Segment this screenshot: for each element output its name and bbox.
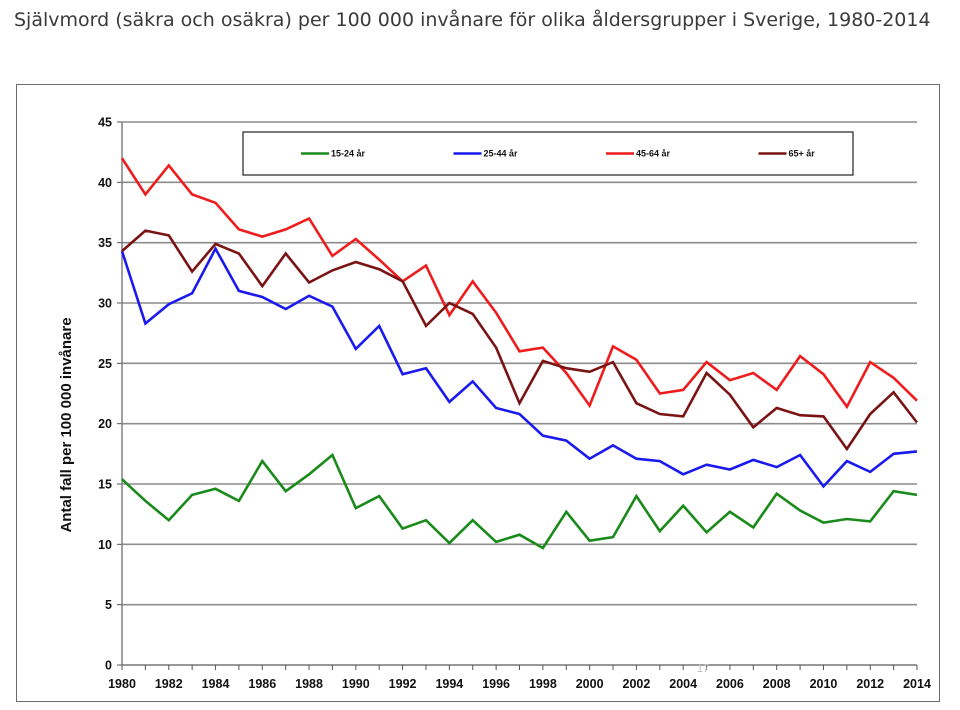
legend-label: 65+ år <box>789 149 816 159</box>
legend-label: 15-24 år <box>331 149 366 159</box>
x-tick-label: 1996 <box>482 677 510 691</box>
x-tick-label: 1986 <box>248 677 276 691</box>
x-tick-label: 1992 <box>389 677 417 691</box>
axes: 0 5 10 15 20 25 30 35 40 45 1980 1982 1984 1986 1988 19… <box>98 116 931 692</box>
y-tick-label: 20 <box>98 417 112 431</box>
y-tick-label: 10 <box>98 538 112 552</box>
x-tick-label: 2006 <box>716 677 744 691</box>
x-tick-label: 2008 <box>763 677 791 691</box>
x-tick-label: 1998 <box>529 677 557 691</box>
x-tick-label: 1994 <box>435 677 463 691</box>
gridlines <box>122 121 917 606</box>
series-line-15-24-r <box>121 452 918 550</box>
slide-number-watermark: 17 <box>697 663 709 675</box>
y-tick-label: 5 <box>105 598 112 612</box>
page-title: Självmord (säkra och osäkra) per 100 000… <box>14 9 931 31</box>
series-line-25-44-r <box>120 245 918 489</box>
x-tick-label: 1984 <box>202 677 230 691</box>
x-tick-label: 1982 <box>155 677 183 691</box>
legend-box <box>242 131 854 176</box>
x-tick-label: 2012 <box>856 677 884 691</box>
legend-label: 25-44 år <box>484 149 519 159</box>
y-tick-label: 15 <box>98 478 112 492</box>
legend-label: 45-64 år <box>636 149 671 159</box>
x-tick-label: 1980 <box>108 677 136 691</box>
y-tick-label: 40 <box>98 176 112 190</box>
x-tick-label: 2010 <box>810 677 838 691</box>
x-tick-label: 2014 <box>903 677 931 691</box>
x-tick-label: 2004 <box>669 677 697 691</box>
y-tick-label: 0 <box>105 659 112 673</box>
series-line-45-64-r <box>120 157 918 410</box>
x-tick-label: 2000 <box>576 677 604 691</box>
y-tick-label: 45 <box>98 116 112 130</box>
x-tick-label: 1988 <box>295 677 323 691</box>
y-tick-label: 25 <box>98 357 112 371</box>
chart-frame <box>16 84 940 702</box>
y-axis-label: Antal fall per 100 000 invånare <box>58 317 75 532</box>
legend: 15-24 år 25-44 år 45-64 år 65+ år <box>242 131 854 176</box>
series-lines <box>120 157 919 550</box>
series-line-65-r <box>121 229 919 452</box>
x-tick-label: 2002 <box>623 677 651 691</box>
y-tick-label: 35 <box>98 236 112 250</box>
x-tick-label: 1990 <box>342 677 370 691</box>
y-tick-label: 30 <box>98 297 112 311</box>
